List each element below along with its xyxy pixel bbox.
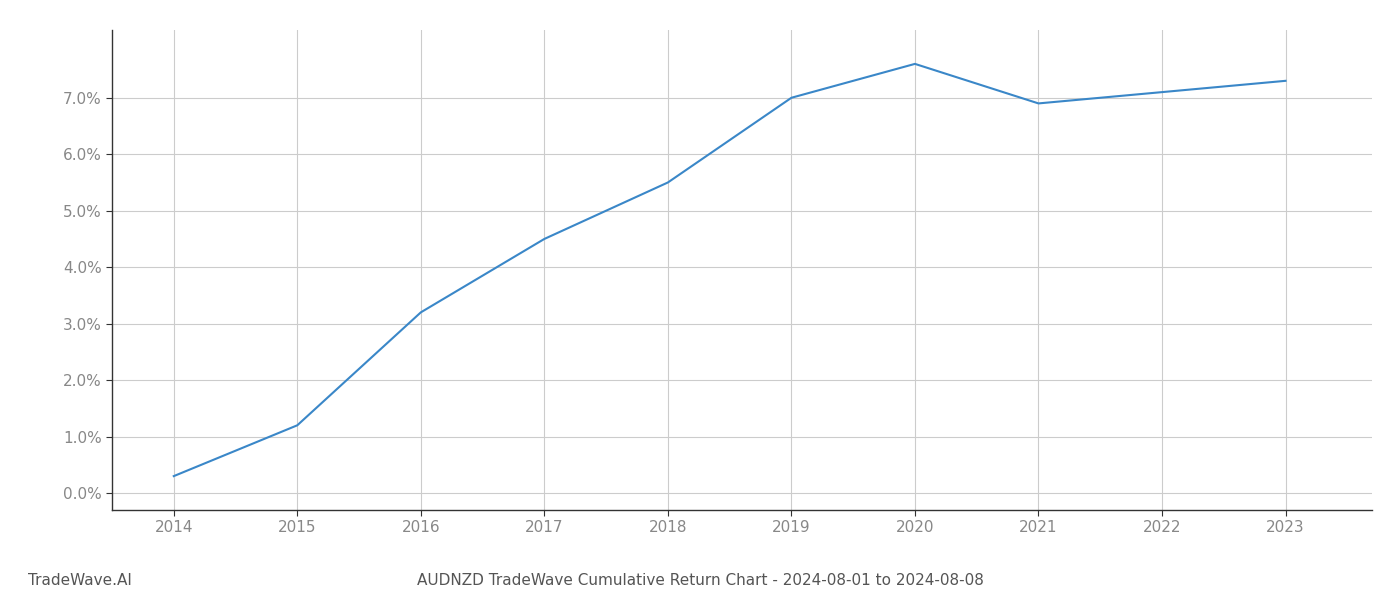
Text: AUDNZD TradeWave Cumulative Return Chart - 2024-08-01 to 2024-08-08: AUDNZD TradeWave Cumulative Return Chart…	[417, 573, 983, 588]
Text: TradeWave.AI: TradeWave.AI	[28, 573, 132, 588]
